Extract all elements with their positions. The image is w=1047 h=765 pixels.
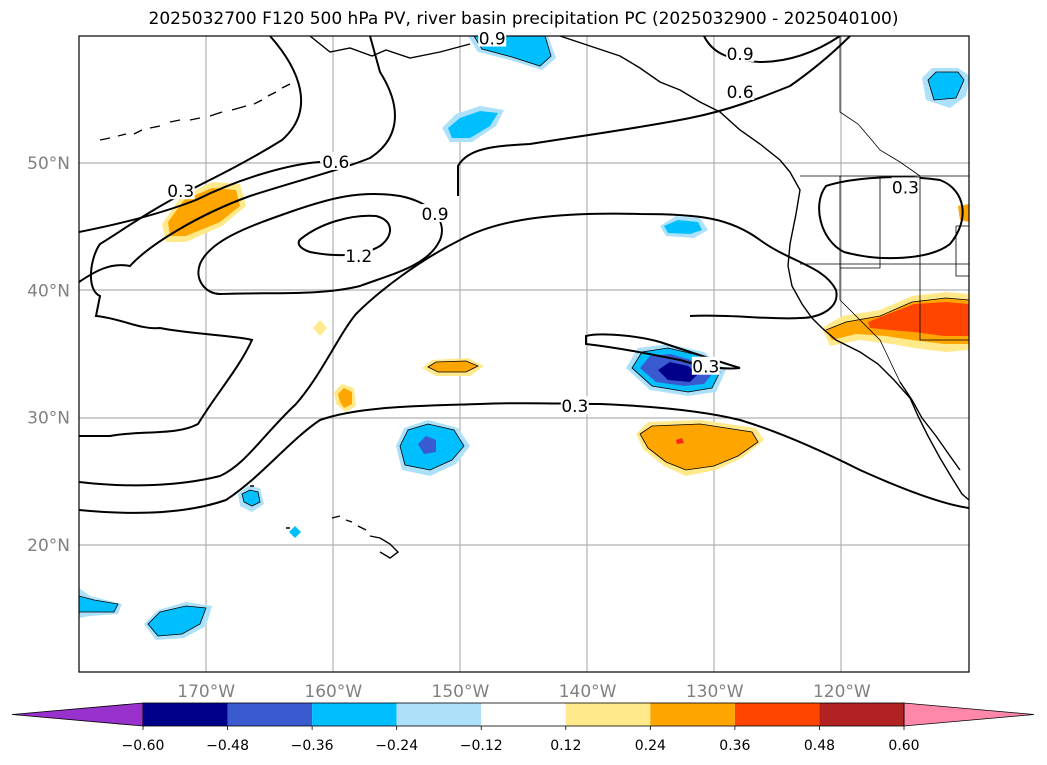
contour-label-bg <box>726 81 755 100</box>
nw-hawaii-islets <box>250 485 290 529</box>
aleutian-islands <box>99 83 291 141</box>
baja-coast <box>899 381 961 471</box>
colorbar-cell <box>819 703 904 726</box>
contour-label-bg <box>344 246 373 265</box>
negative-pc-blob-north-pacific <box>442 106 504 142</box>
colorbar-cell <box>481 703 566 726</box>
latitude-labels: 50°N 40°N 30°N 20°N <box>27 154 70 556</box>
negative-pc-blob-central <box>660 216 708 238</box>
positive-pc-small-3 <box>334 384 356 412</box>
gridlines <box>79 36 969 672</box>
coastlines <box>99 36 969 559</box>
contour-label: 0.9 <box>479 30 506 50</box>
colorbar-cell <box>312 703 397 726</box>
pv-contour-0.9-mid <box>457 36 851 196</box>
contour-label: 0.9 <box>727 45 754 65</box>
alaska-canada-coast <box>309 36 801 267</box>
contour-label: 0.6 <box>727 83 754 103</box>
colorbar-cell <box>565 703 651 726</box>
borders <box>800 36 969 383</box>
longitude-labels: 170°W 160°W 150°W 140°W 130°W 120°W <box>177 682 871 702</box>
us-west-coast <box>787 265 969 501</box>
contour-label-bg <box>560 396 589 415</box>
colorbar-tick-label: 0.48 <box>804 738 835 754</box>
map-title: 2025032700 F120 500 hPa PV, river basin … <box>148 9 899 29</box>
pv-contour-0.9-inner <box>197 193 443 296</box>
contour-label: 0.3 <box>167 182 194 202</box>
contour-labels: 0.9 0.9 0.6 0.6 0.3 0.9 1.2 0.3 0.3 0.3 <box>166 28 920 417</box>
lon-label: 140°W <box>559 682 617 702</box>
colorbar-tick-label: 0.60 <box>888 738 919 754</box>
pv-contour-0.6-north <box>79 36 396 283</box>
contour-label: 0.3 <box>561 397 588 417</box>
hawaii-islands <box>331 515 400 559</box>
colorbar-tick-label: −0.12 <box>460 738 503 754</box>
negative-pc-blob-subtropical <box>396 420 470 476</box>
colorbar-extend-max <box>903 702 1035 727</box>
colorbar-extend-min <box>11 702 144 727</box>
lat-label: 40°N <box>27 281 70 301</box>
contour-label-bg <box>478 28 507 47</box>
pv-contours <box>79 36 969 514</box>
lon-label: 160°W <box>304 682 362 702</box>
us-state-lines <box>800 176 969 383</box>
pv-contour-0.3-north <box>79 161 321 233</box>
contour-label-bg <box>166 181 195 200</box>
colorbar-frame <box>142 702 905 727</box>
contour-label-bg <box>321 151 350 170</box>
lat-label: 50°N <box>27 154 70 174</box>
colorbar-cell <box>143 703 228 726</box>
pc-outlines <box>79 36 969 637</box>
colorbar-cell <box>227 703 313 726</box>
colorbar-tick-label: 0.24 <box>635 738 666 754</box>
lon-label: 150°W <box>432 682 490 702</box>
contour-label-bg <box>726 43 755 62</box>
alaska-canada-border <box>839 36 921 177</box>
colorbar-tick-label: 0.36 <box>719 738 750 754</box>
colorbar-cell <box>650 703 735 726</box>
colorbar: −0.60 −0.48 −0.36 −0.24 −0.12 0.12 0.24 0.36 0.4… <box>11 702 1035 754</box>
positive-pc-blob-california <box>822 204 969 352</box>
lat-label: 20°N <box>27 536 70 556</box>
contour-label: 0.9 <box>421 205 448 225</box>
contour-label-bg <box>421 204 449 223</box>
contour-label: 1.2 <box>345 247 372 267</box>
contour-label-bg <box>691 356 720 375</box>
map-panel <box>78 35 970 673</box>
lon-label: 170°W <box>177 682 235 702</box>
positive-pc-blob-subtropical-east <box>636 420 764 476</box>
colorbar-tick-label: −0.36 <box>291 738 334 754</box>
pv-contour-1.2 <box>297 214 391 257</box>
lon-label: 130°W <box>686 682 744 702</box>
contour-label: 0.3 <box>692 358 719 378</box>
contour-label-bg <box>891 177 920 196</box>
colorbar-tick-label: −0.60 <box>122 738 165 754</box>
negative-pc-small-2 <box>289 526 301 538</box>
colorbar-cell <box>734 703 820 726</box>
pv-contour-0.6-mid <box>79 212 838 487</box>
contour-label: 0.6 <box>322 153 349 173</box>
colorbar-cell <box>396 703 482 726</box>
pv-contour-0.9-outer <box>79 36 303 437</box>
colorbar-tick-label: −0.48 <box>206 738 249 754</box>
positive-pc-small-1 <box>313 320 327 336</box>
map-frame <box>78 35 970 673</box>
pv-contour-0.3-offshore <box>585 333 741 370</box>
pv-contour-0.3-mid <box>79 402 969 514</box>
lat-label: 30°N <box>27 409 70 429</box>
pv-contour-0.3-ne <box>818 176 964 260</box>
colorbar-tick-label: −0.24 <box>375 738 418 754</box>
pv-contour-0.6-ne <box>703 36 841 64</box>
colorbar-tick-label: 0.12 <box>550 738 581 754</box>
contour-label: 0.3 <box>892 178 919 198</box>
lon-label: 120°W <box>813 682 871 702</box>
